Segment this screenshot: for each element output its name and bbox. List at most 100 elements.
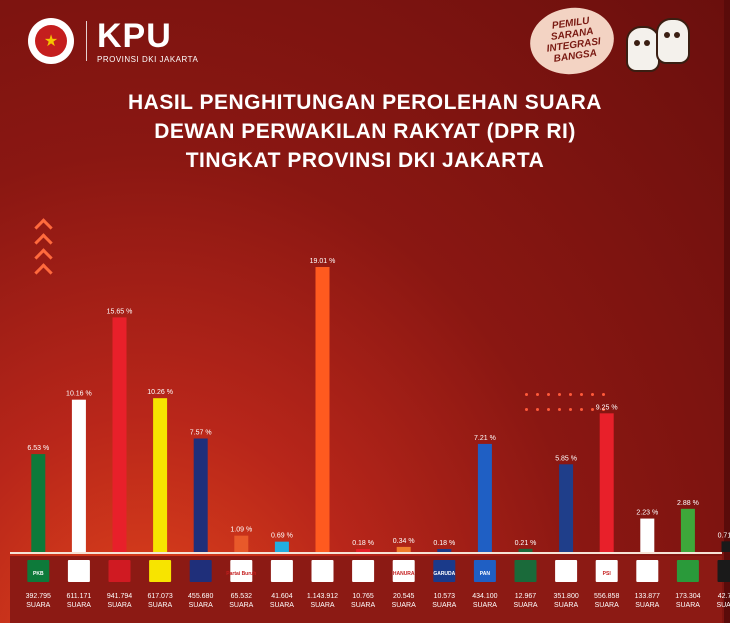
vote-count: 1.143.912 xyxy=(307,593,338,600)
party-logo-text: PSI xyxy=(603,571,612,577)
title-line-3: TINGKAT PROVINSI DKI JAKARTA xyxy=(185,149,545,172)
vote-unit: SUARA xyxy=(310,602,334,609)
party-logo-text: GARUDA xyxy=(433,571,455,577)
kpu-header: ★ KPU PROVINSI DKI JAKARTA xyxy=(28,12,198,70)
percent-label: 1.09 % xyxy=(230,527,252,534)
vote-count: 392.795 xyxy=(26,593,51,600)
pemilu-badge: PEMILU SARANA INTEGRASI BANGSA xyxy=(525,2,700,80)
percent-label: 0.71 % xyxy=(718,532,730,539)
bar-perindo xyxy=(640,518,655,552)
percent-label: 9.25 % xyxy=(596,404,618,411)
vote-count: 617.073 xyxy=(147,593,172,600)
bar-pkb xyxy=(31,454,46,552)
party-logo-text: Partai Buruh xyxy=(226,571,256,577)
vote-count: 556.858 xyxy=(594,593,619,600)
party-logo-icon xyxy=(433,560,456,582)
vote-unit: SUARA xyxy=(513,602,537,609)
vote-count: 65.532 xyxy=(231,593,253,600)
bar-psi xyxy=(599,413,614,552)
party-logo-icon xyxy=(67,560,90,582)
percent-label: 0.21 % xyxy=(515,540,537,547)
vote-unit: SUARA xyxy=(635,602,659,609)
header-divider xyxy=(86,21,87,61)
bar-garuda xyxy=(437,549,452,552)
vote-count: 42.797 xyxy=(718,593,730,600)
star-icon: ★ xyxy=(43,33,59,50)
vote-unit: SUARA xyxy=(148,602,172,609)
bar-ppp xyxy=(680,508,695,552)
vote-unit: SUARA xyxy=(595,602,619,609)
percent-label: 19.01 % xyxy=(310,258,336,265)
party-logo-icon xyxy=(636,560,659,582)
percent-label: 5.85 % xyxy=(555,455,577,462)
edge-stripe xyxy=(724,0,730,623)
percent-label: 15.65 % xyxy=(107,308,133,315)
party-logo-icon xyxy=(189,560,212,582)
vote-count: 12.967 xyxy=(515,593,537,600)
vote-unit: SUARA xyxy=(67,602,91,609)
brand-subtitle: PROVINSI DKI JAKARTA xyxy=(97,54,199,64)
chart-title: HASIL PENGHITUNGAN PEROLEHAN SUARA DEWAN… xyxy=(0,88,730,175)
percent-label: 0.69 % xyxy=(271,533,293,540)
vote-count: 941.794 xyxy=(107,593,132,600)
party-logo-icon xyxy=(473,560,496,582)
vote-unit: SUARA xyxy=(554,602,578,609)
percent-label: 6.53 % xyxy=(27,445,49,452)
mascot-icon xyxy=(626,26,660,72)
vote-count: 351.800 xyxy=(553,593,578,600)
percent-label: 0.18 % xyxy=(433,540,455,547)
vote-unit: SUARA xyxy=(716,602,730,609)
percent-label: 7.21 % xyxy=(474,435,496,442)
vote-unit: SUARA xyxy=(107,602,131,609)
party-logo-text: PKB xyxy=(33,571,44,577)
party-logo-icon xyxy=(27,560,50,582)
vote-unit: SUARA xyxy=(270,602,294,609)
vote-unit: SUARA xyxy=(676,602,700,609)
brand-name: KPU xyxy=(97,16,172,55)
percent-label: 2.23 % xyxy=(636,510,658,517)
vote-unit: SUARA xyxy=(26,602,50,609)
party-logo-icon xyxy=(717,560,730,582)
brand: KPU PROVINSI DKI JAKARTA xyxy=(97,19,198,64)
bar-hanura xyxy=(396,546,411,552)
bar-gelora xyxy=(274,541,289,552)
vote-count: 434.100 xyxy=(472,593,497,600)
vote-unit: SUARA xyxy=(351,602,375,609)
vote-unit: SUARA xyxy=(189,602,213,609)
party-logo-icon xyxy=(311,560,334,582)
bar-ummat xyxy=(721,541,730,552)
party-logo-icon xyxy=(108,560,131,582)
vote-count: 133.877 xyxy=(635,593,660,600)
party-logo-text: HANURA xyxy=(393,571,415,577)
vote-unit: SUARA xyxy=(432,602,456,609)
party-logo-icon xyxy=(555,560,578,582)
bar-partai-buruh xyxy=(234,535,249,552)
mascot-icon xyxy=(656,18,690,64)
party-logo-icon xyxy=(392,560,415,582)
party-logo-icon xyxy=(514,560,537,582)
title-line-1: HASIL PENGHITUNGAN PEROLEHAN SUARA xyxy=(128,91,602,114)
bar-pdi-p xyxy=(112,317,127,552)
vote-count: 20.545 xyxy=(393,593,415,600)
bar-pks xyxy=(315,267,330,552)
bar-golkar xyxy=(153,398,168,552)
vote-count: 611.171 xyxy=(67,593,92,600)
percent-label: 10.26 % xyxy=(147,389,173,396)
chart-baseline xyxy=(10,552,722,554)
bar-gerindra xyxy=(71,399,86,552)
dot-grid-decoration xyxy=(525,393,605,423)
vote-count: 173.304 xyxy=(675,593,700,600)
vote-unit: SUARA xyxy=(473,602,497,609)
title-line-2: DEWAN PERWAKILAN RAKYAT (DPR RI) xyxy=(154,120,576,143)
vote-unit: SUARA xyxy=(229,602,253,609)
vote-count: 10.765 xyxy=(352,593,374,600)
party-logo-icon xyxy=(149,560,172,582)
party-logo-text: PAN xyxy=(480,571,491,577)
percent-label: 7.57 % xyxy=(190,430,212,437)
bar-pan xyxy=(477,443,492,552)
party-logo-icon xyxy=(595,560,618,582)
percent-label: 0.18 % xyxy=(352,540,374,547)
bar-demokrat xyxy=(559,464,574,552)
vote-count: 455.680 xyxy=(188,593,213,600)
